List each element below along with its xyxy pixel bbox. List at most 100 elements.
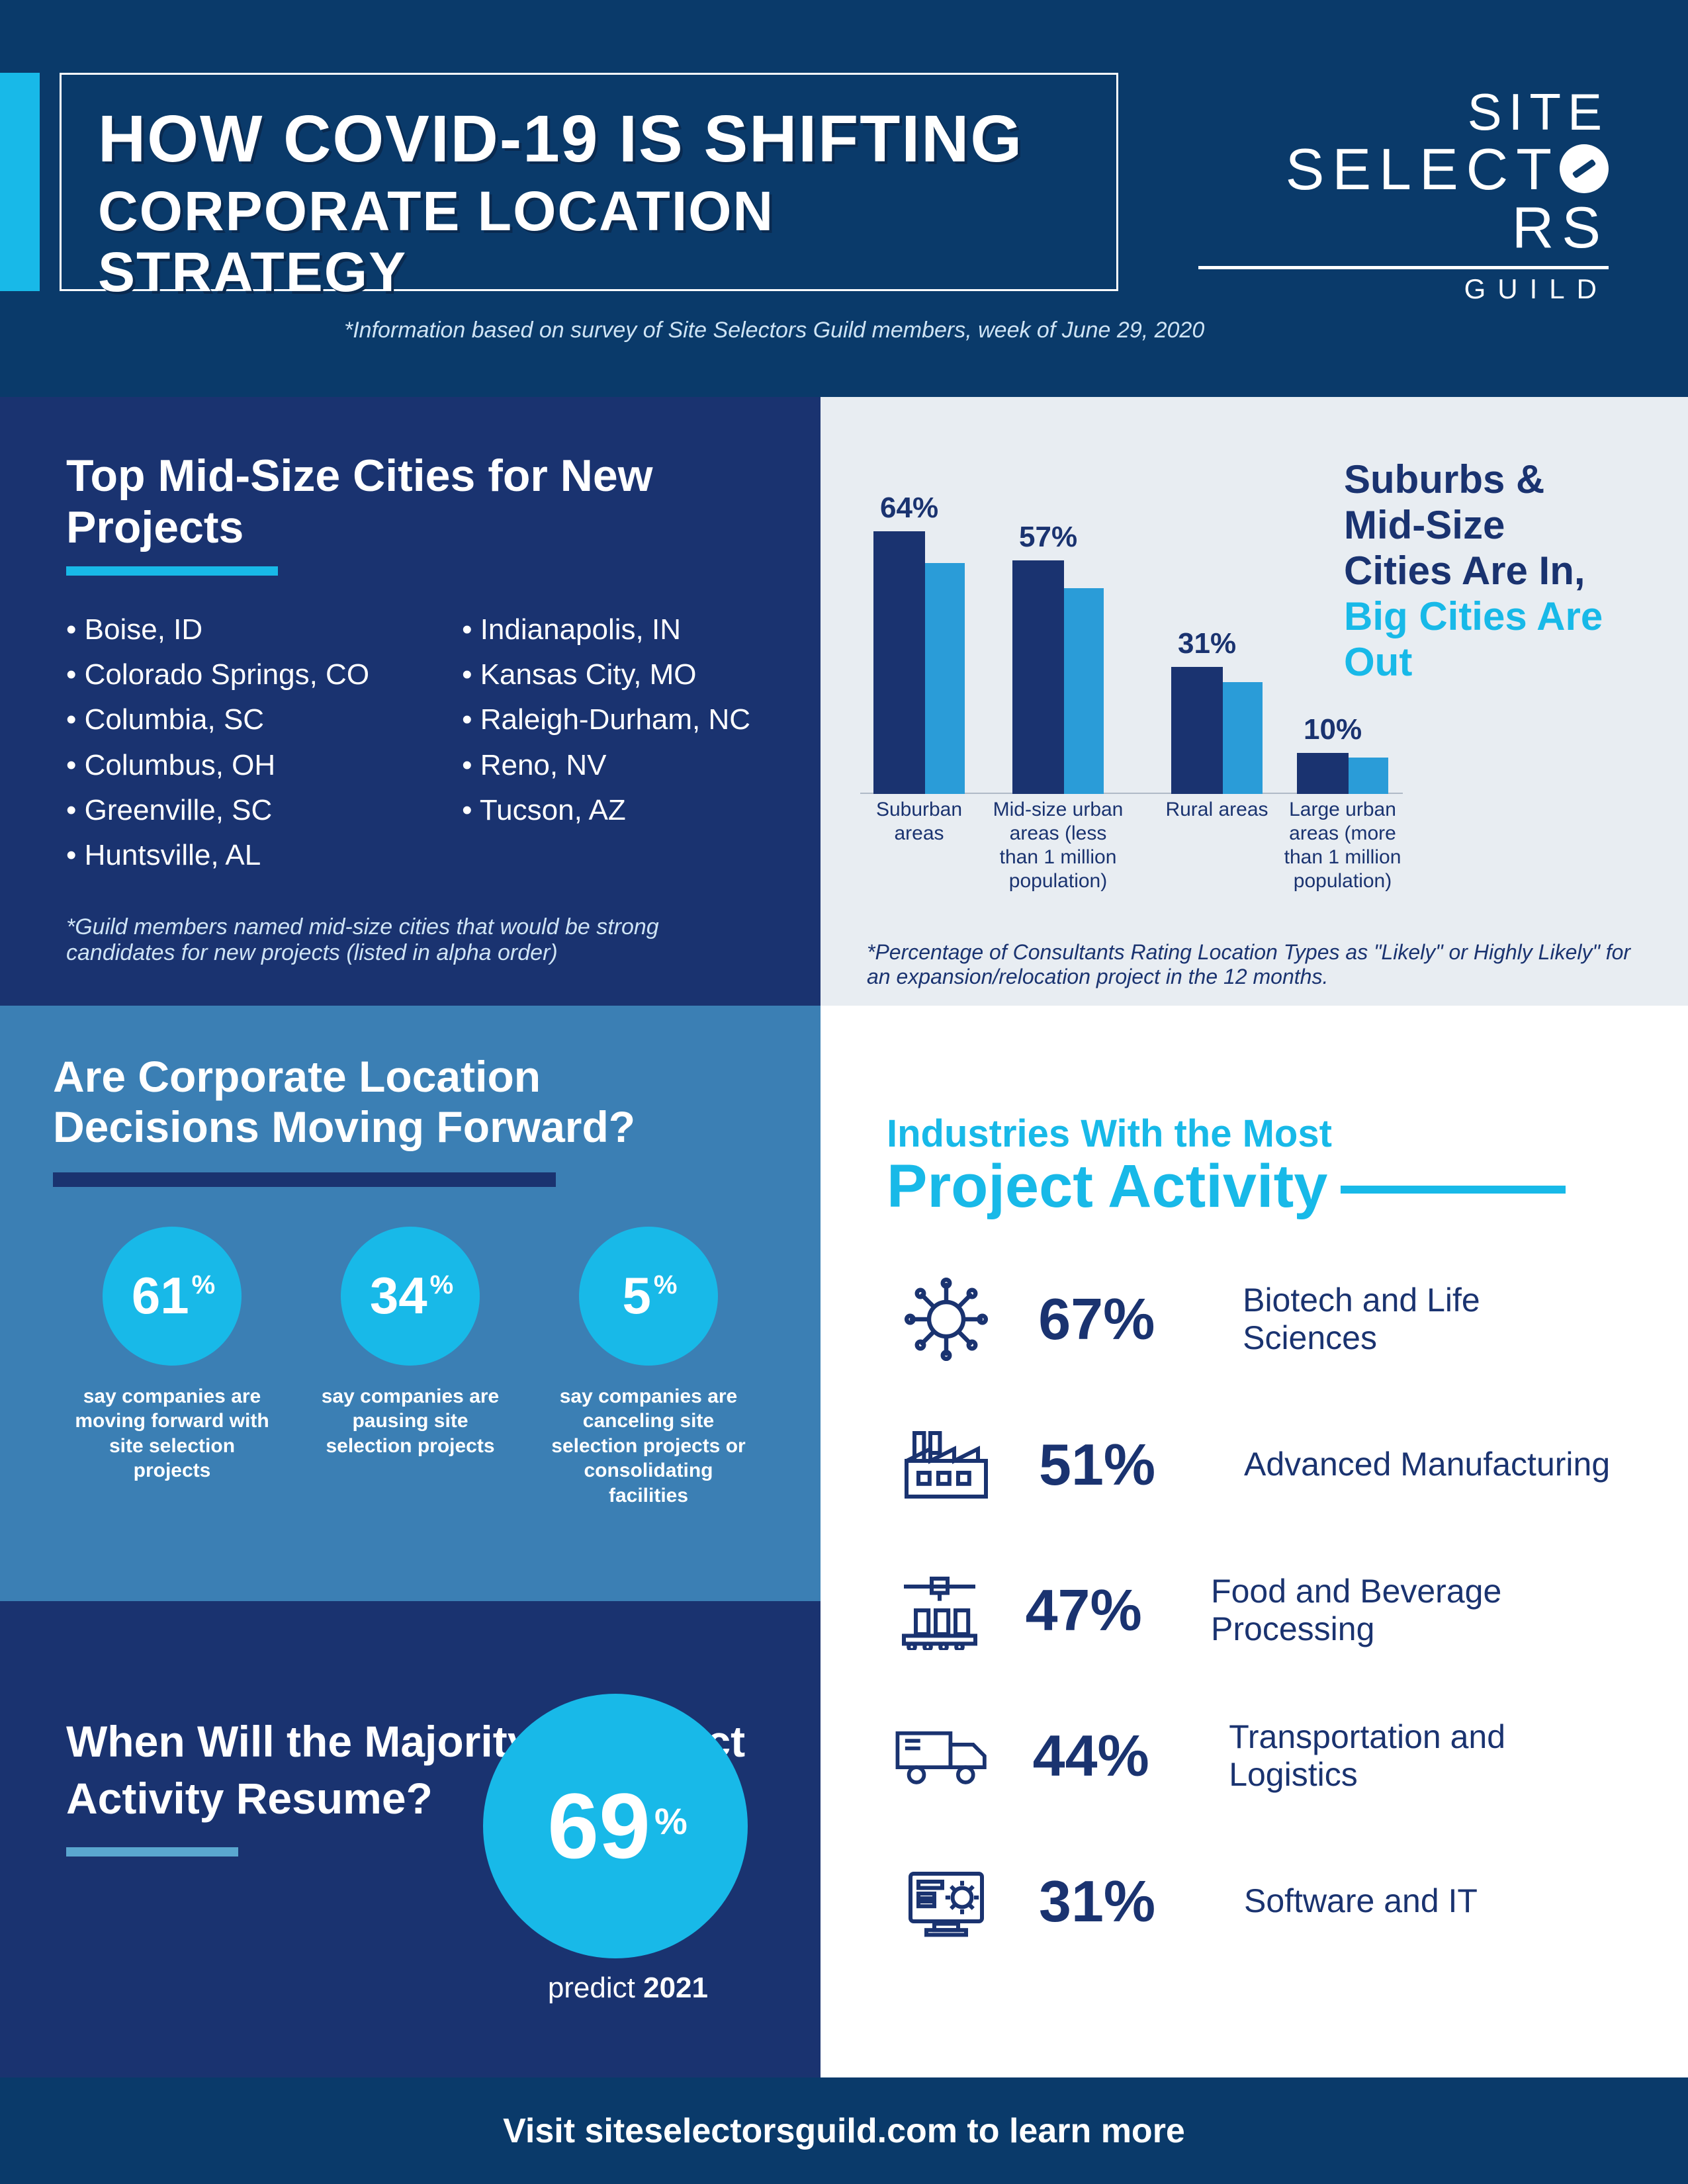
city-item: Raleigh-Durham, NC	[462, 697, 750, 742]
accent-divider	[66, 566, 278, 576]
logo-guild: GUILD	[1198, 273, 1609, 305]
bar-light	[1223, 682, 1263, 794]
stat-circle: 5%	[579, 1227, 718, 1366]
stat-item: 34%say companies are pausing site select…	[311, 1227, 510, 1508]
chart-area: 64%Suburban areas57%Mid-size urban areas…	[860, 457, 1403, 880]
cities-footnote: *Guild members named mid-size cities tha…	[66, 914, 715, 966]
city-item: Columbia, SC	[66, 697, 369, 742]
title-box: HOW COVID-19 IS SHIFTING CORPORATE LOCAT…	[60, 73, 1118, 291]
title-line2: CORPORATE LOCATION STRATEGY	[98, 181, 1080, 303]
bar-pct: 31%	[1178, 627, 1236, 660]
stat-value: 61	[132, 1266, 189, 1326]
industry-row: 44%Transportation and Logistics	[887, 1706, 1622, 1806]
bar-light	[1349, 758, 1388, 794]
infographic-page: HOW COVID-19 IS SHIFTING CORPORATE LOCAT…	[0, 0, 1688, 2184]
predict-label: predict 2021	[548, 1972, 708, 2005]
factory-icon	[887, 1415, 1006, 1514]
bar-label: Large urban areas (more than 1 million p…	[1270, 798, 1415, 893]
bar-dark	[1171, 667, 1223, 794]
bar-light	[1064, 588, 1104, 794]
panel-bar-chart: Suburbs & Mid-Size Cities Are In, Big Ci…	[821, 397, 1688, 1006]
bar-dark	[1012, 560, 1064, 794]
stat-item: 61% say companies are moving forward with…	[73, 1227, 271, 1508]
industry-row: 67% Biotech and Life Sciences	[887, 1270, 1622, 1369]
industry-label: Transportation and Logistics	[1229, 1718, 1622, 1794]
bar-group	[1012, 560, 1125, 794]
stat-pct: %	[430, 1270, 454, 1300]
small-accent	[66, 1847, 238, 1856]
stat-pct: %	[192, 1270, 216, 1300]
stat-pct: %	[654, 1270, 678, 1300]
industries-list: 67% Biotech and Life Sciences 51% Advanced …	[887, 1270, 1622, 1951]
industries-title-l2: Project Activity	[887, 1153, 1327, 1220]
panel-top-cities: Top Mid-Size Cities for New Projects Boi…	[0, 397, 821, 1006]
industry-row: 31% Software and IT	[887, 1852, 1622, 1951]
city-item: Kansas City, MO	[462, 652, 750, 697]
predict-year: 2021	[643, 1972, 708, 2004]
survey-footnote: *Information based on survey of Site Sel…	[344, 318, 1204, 343]
bar-label: Suburban areas	[863, 798, 975, 846]
bar-pct: 64%	[880, 492, 938, 525]
industry-pct: 67%	[1038, 1286, 1210, 1353]
brand-logo: SITE SELECTRS GUILD	[1198, 86, 1609, 305]
city-item: Indianapolis, IN	[462, 607, 750, 652]
industry-pct: 31%	[1039, 1868, 1211, 1935]
footer-band: Visit siteselectorsguild.com to learn mo…	[0, 2078, 1688, 2184]
stat-caption: say companies are moving forward with si…	[73, 1384, 271, 1483]
city-item: Greenville, SC	[66, 788, 369, 833]
industries-rule	[1341, 1186, 1566, 1194]
industries-title: Industries With the Most Project Activit…	[887, 1112, 1622, 1217]
big-stat-value: 69	[547, 1774, 650, 1878]
predict-prefix: predict	[548, 1972, 643, 2004]
industry-label: Advanced Manufacturing	[1244, 1446, 1610, 1484]
big-stat-circle: 69%	[483, 1694, 748, 1958]
moving-heading-l1: Are Corporate Location	[53, 1052, 541, 1101]
industry-pct: 47%	[1026, 1577, 1178, 1644]
bar-pct: 57%	[1019, 521, 1077, 554]
stat-value: 5	[623, 1266, 651, 1326]
bar-label: Rural areas	[1161, 798, 1273, 822]
row-moving-industries: Are Corporate Location Decisions Moving …	[0, 1006, 1688, 2077]
city-item: Colorado Springs, CO	[66, 652, 369, 697]
stat-value: 34	[370, 1266, 427, 1326]
accent-bar	[0, 73, 40, 291]
big-stat-pct: %	[654, 1800, 688, 1842]
footer-text: Visit siteselectorsguild.com to learn mo…	[503, 2111, 1185, 2151]
city-item: Huntsville, AL	[66, 833, 369, 878]
industry-label: Software and IT	[1244, 1882, 1478, 1921]
stat-circle: 61%	[103, 1227, 242, 1366]
chart-footnote: *Percentage of Consultants Rating Locati…	[867, 940, 1642, 989]
city-item: Columbus, OH	[66, 743, 369, 788]
row-cities-chart: Top Mid-Size Cities for New Projects Boi…	[0, 397, 1688, 1006]
truck-icon	[887, 1706, 1000, 1806]
moving-heading-l2: Decisions Moving Forward?	[53, 1102, 635, 1151]
industries-title-l1: Industries With the Most	[887, 1112, 1622, 1156]
stat-caption: say companies are canceling site selecti…	[549, 1384, 748, 1508]
cities-col-2: Indianapolis, INKansas City, MORaleigh-D…	[462, 607, 750, 878]
bar-label: Mid-size urban areas (less than 1 millio…	[989, 798, 1128, 893]
city-item: Reno, NV	[462, 743, 750, 788]
panel-when-resume: When Will the Majority of Project Activi…	[0, 1601, 821, 2077]
dark-divider	[53, 1172, 556, 1187]
col-left: Are Corporate Location Decisions Moving …	[0, 1006, 821, 2077]
logo-rule	[1198, 266, 1609, 269]
stat-circles: 61% say companies are moving forward with…	[53, 1227, 768, 1508]
panel-moving-forward: Are Corporate Location Decisions Moving …	[0, 1006, 821, 1601]
cities-heading: Top Mid-Size Cities for New Projects	[66, 450, 754, 553]
bar-group	[873, 531, 986, 794]
bar-group	[1297, 753, 1409, 794]
bottling-icon	[887, 1561, 993, 1660]
header: HOW COVID-19 IS SHIFTING CORPORATE LOCAT…	[0, 0, 1688, 397]
industry-pct: 51%	[1039, 1431, 1211, 1499]
city-item: Boise, ID	[66, 607, 369, 652]
bar-dark	[873, 531, 925, 794]
industry-label: Food and Beverage Processing	[1211, 1573, 1622, 1649]
industry-label: Biotech and Life Sciences	[1243, 1282, 1622, 1358]
logo-selectors: SELECTRS	[1198, 140, 1609, 257]
bar-pct: 10%	[1304, 713, 1362, 746]
title-line1: HOW COVID-19 IS SHIFTING	[98, 105, 1080, 174]
industry-row: 51% Advanced Manufacturing	[887, 1415, 1622, 1514]
virus-icon	[887, 1270, 1005, 1369]
cities-col-1: Boise, IDColorado Springs, COColumbia, S…	[66, 607, 369, 878]
moving-heading: Are Corporate Location Decisions Moving …	[53, 1052, 768, 1153]
